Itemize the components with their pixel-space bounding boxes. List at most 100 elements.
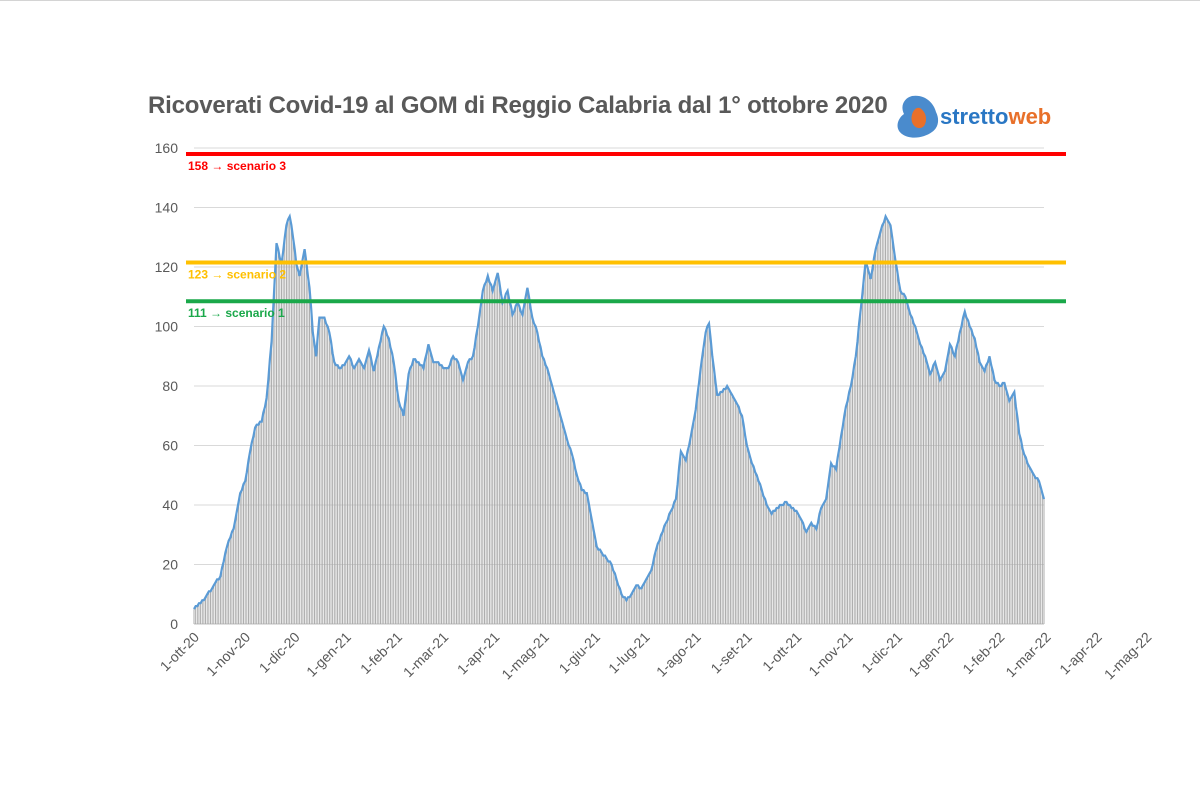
bar — [630, 594, 632, 624]
bar — [436, 362, 438, 624]
bar — [442, 368, 444, 624]
bar — [842, 427, 844, 624]
bar — [333, 362, 335, 624]
bar — [290, 225, 292, 624]
bar — [888, 222, 890, 624]
bar — [581, 490, 583, 624]
bar — [300, 267, 302, 624]
bar — [579, 484, 581, 624]
bar — [962, 317, 964, 624]
bar — [980, 365, 982, 624]
bar — [304, 249, 306, 624]
bar — [563, 427, 565, 624]
bar — [348, 356, 350, 624]
bar — [454, 359, 456, 624]
bar — [805, 531, 807, 624]
bar — [754, 472, 756, 624]
bar — [201, 600, 203, 624]
bar — [974, 338, 976, 624]
bar — [1028, 466, 1030, 624]
bar — [795, 510, 797, 624]
bar — [272, 308, 274, 624]
bar — [913, 323, 915, 624]
bar — [460, 374, 462, 624]
bar — [413, 359, 414, 624]
bar — [744, 436, 746, 624]
bar — [886, 219, 888, 624]
bar — [677, 484, 679, 624]
logo-text-orange: web — [1008, 104, 1052, 129]
bar — [203, 600, 205, 624]
bar — [211, 588, 213, 624]
bar — [774, 510, 776, 624]
bar — [500, 293, 502, 624]
x-tick-label: 1-feb-21 — [357, 629, 405, 677]
bar — [710, 338, 712, 624]
bar — [393, 362, 395, 624]
bar — [1002, 383, 1004, 624]
x-axis-ticks: 1-ott-20 1-nov-20 1-dic-20 1-gen-21 1-feb-21… — [157, 629, 1155, 683]
bar — [637, 585, 639, 624]
bar — [639, 588, 641, 624]
bar — [327, 326, 329, 624]
series-line — [193, 213, 1046, 610]
bar — [696, 394, 698, 624]
bar — [479, 314, 480, 624]
bar — [388, 338, 390, 624]
bar — [682, 454, 683, 624]
bar — [236, 510, 238, 624]
bar — [850, 386, 852, 624]
bar — [911, 317, 913, 624]
bar — [389, 347, 391, 624]
bar — [1030, 469, 1032, 624]
bar — [455, 359, 457, 624]
bar — [655, 549, 657, 624]
bar — [873, 258, 875, 624]
bar — [764, 499, 766, 624]
bar — [967, 320, 969, 624]
bar — [365, 362, 367, 624]
bar — [786, 502, 787, 624]
bar — [947, 353, 949, 624]
bar — [243, 484, 244, 624]
bar — [857, 341, 858, 624]
bar — [487, 275, 489, 624]
bar — [248, 460, 249, 624]
bar — [667, 519, 669, 624]
bar — [234, 519, 236, 624]
bar — [916, 332, 918, 624]
bar — [817, 522, 819, 624]
bar — [596, 546, 598, 624]
bar — [490, 284, 492, 624]
bar — [1025, 457, 1027, 624]
bar — [827, 487, 829, 624]
bar — [338, 368, 340, 624]
bar — [347, 359, 348, 624]
bar — [825, 499, 827, 624]
bar — [683, 457, 685, 624]
bar — [919, 344, 921, 624]
bar — [977, 353, 979, 624]
bar — [645, 579, 647, 624]
bar — [931, 371, 933, 624]
bar — [299, 275, 301, 624]
bar — [926, 362, 928, 624]
bar — [474, 347, 476, 624]
bar — [320, 317, 322, 624]
bar — [975, 347, 977, 624]
bar — [1013, 391, 1015, 624]
bar — [543, 359, 545, 624]
bar — [317, 335, 319, 624]
bar — [282, 252, 284, 624]
bar — [323, 317, 325, 624]
bar — [866, 267, 868, 624]
bar — [921, 347, 923, 624]
bar — [847, 400, 849, 624]
bar — [954, 356, 956, 624]
bar — [990, 365, 992, 624]
bar — [530, 308, 532, 624]
x-tick-label: 1-nov-21 — [805, 629, 856, 680]
bar — [497, 272, 499, 624]
bar — [880, 231, 882, 625]
